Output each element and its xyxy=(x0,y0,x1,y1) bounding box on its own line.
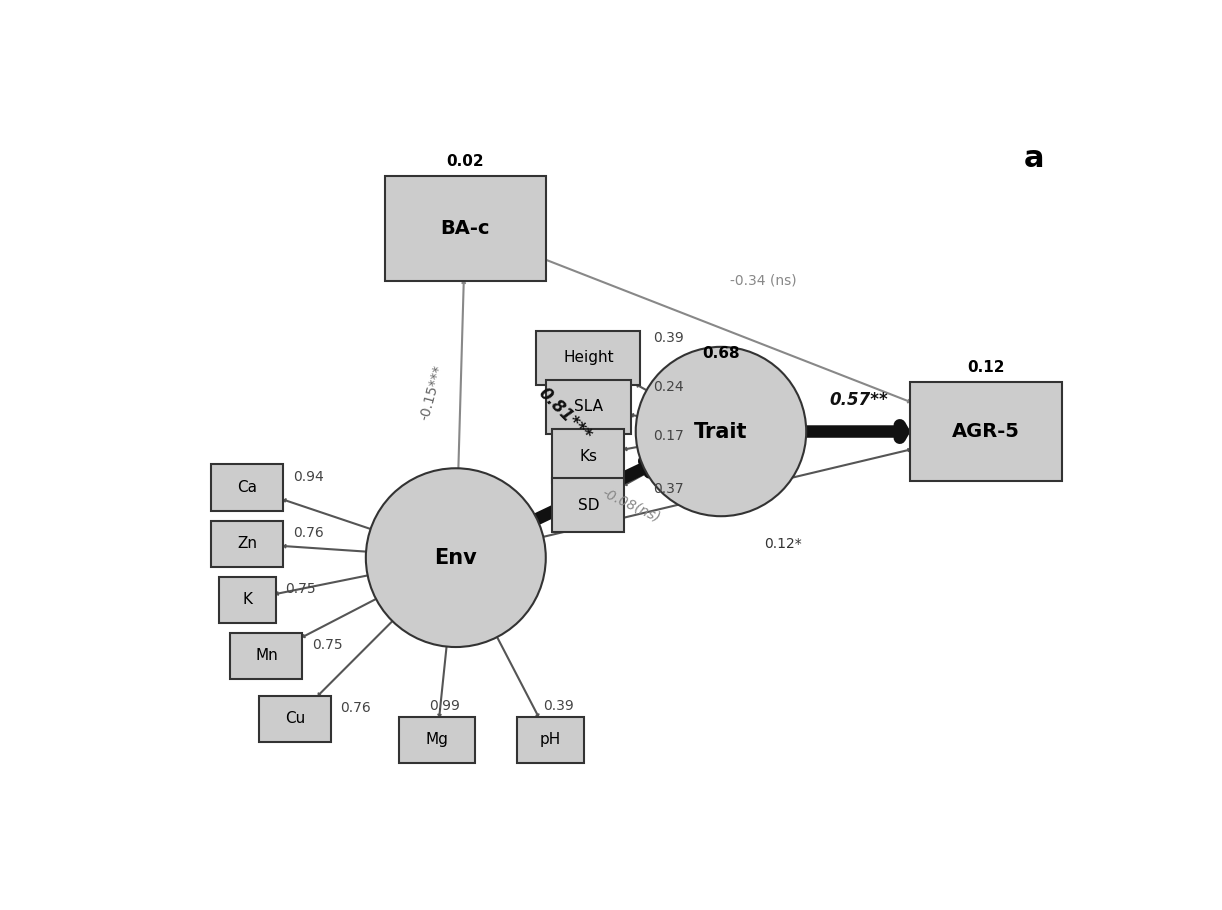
Text: AGR-5: AGR-5 xyxy=(952,422,1020,441)
Text: 0.12: 0.12 xyxy=(968,360,1004,376)
Text: 0.68: 0.68 xyxy=(703,347,739,361)
FancyBboxPatch shape xyxy=(231,632,302,679)
Text: 0.17: 0.17 xyxy=(653,430,683,443)
Text: BA-c: BA-c xyxy=(440,218,490,238)
Text: 0.24: 0.24 xyxy=(653,380,683,394)
Text: 0.81***: 0.81*** xyxy=(534,384,595,444)
Text: Ks: Ks xyxy=(579,449,598,463)
Text: Env: Env xyxy=(435,548,477,568)
Text: 0.76: 0.76 xyxy=(340,702,371,715)
FancyBboxPatch shape xyxy=(552,430,624,482)
Text: 0.94: 0.94 xyxy=(293,470,324,484)
Text: -0.08(ns): -0.08(ns) xyxy=(600,486,662,525)
FancyBboxPatch shape xyxy=(259,695,331,742)
Text: Mn: Mn xyxy=(255,648,277,663)
Text: 0.99: 0.99 xyxy=(429,699,461,713)
Text: Ca: Ca xyxy=(237,480,258,495)
Ellipse shape xyxy=(365,469,546,647)
FancyBboxPatch shape xyxy=(536,331,640,385)
Text: SLA: SLA xyxy=(574,399,602,414)
Text: 0.76: 0.76 xyxy=(293,526,324,541)
FancyBboxPatch shape xyxy=(211,464,284,511)
Text: 0.39: 0.39 xyxy=(653,331,683,345)
Text: 0.12*: 0.12* xyxy=(764,537,802,551)
Text: -0.34 (ns): -0.34 (ns) xyxy=(731,274,797,288)
FancyBboxPatch shape xyxy=(546,380,631,434)
Text: 0.37: 0.37 xyxy=(653,482,683,496)
FancyBboxPatch shape xyxy=(211,521,284,567)
Ellipse shape xyxy=(635,347,807,516)
FancyBboxPatch shape xyxy=(398,717,474,763)
FancyBboxPatch shape xyxy=(385,176,546,281)
Text: Cu: Cu xyxy=(285,712,306,726)
Text: 0.75: 0.75 xyxy=(312,638,342,652)
FancyBboxPatch shape xyxy=(517,717,584,763)
Text: Mg: Mg xyxy=(425,733,448,747)
FancyBboxPatch shape xyxy=(219,577,276,622)
Text: -0.15***: -0.15*** xyxy=(418,364,446,422)
Text: 0.02: 0.02 xyxy=(446,154,484,168)
Text: 0.39: 0.39 xyxy=(543,699,573,713)
FancyBboxPatch shape xyxy=(552,479,624,531)
Text: Trait: Trait xyxy=(694,421,748,441)
FancyBboxPatch shape xyxy=(910,382,1062,480)
Text: K: K xyxy=(242,592,253,607)
Text: 0.75: 0.75 xyxy=(286,582,316,596)
Text: Zn: Zn xyxy=(237,536,258,551)
Text: 0.57**: 0.57** xyxy=(829,391,887,409)
Text: a: a xyxy=(1023,144,1044,173)
Text: pH: pH xyxy=(540,733,561,747)
Text: Height: Height xyxy=(563,350,613,366)
Text: SD: SD xyxy=(578,498,599,512)
